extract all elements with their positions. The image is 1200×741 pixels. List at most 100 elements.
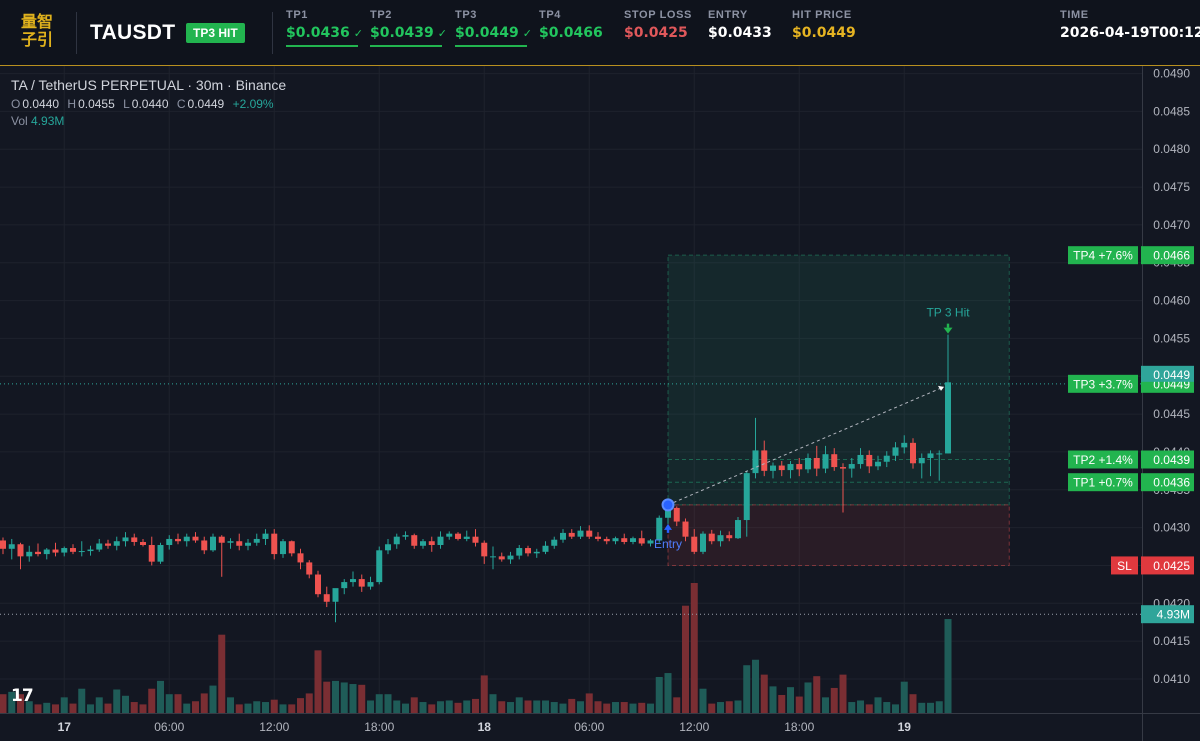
volume-bar xyxy=(515,697,523,713)
volume-bar xyxy=(533,700,541,713)
candle-body xyxy=(332,588,339,602)
tp4-tag xyxy=(1068,246,1138,265)
ohlc-high-value: 0.0455 xyxy=(78,97,115,111)
volume-bar xyxy=(148,688,156,713)
volume-bar xyxy=(314,650,322,713)
candle-body xyxy=(78,551,85,553)
candle-body xyxy=(61,548,68,553)
stop-loss-label: STOP LOSS xyxy=(624,9,692,21)
tp2-label: TP2 xyxy=(370,9,392,21)
candle-body xyxy=(630,538,636,542)
candle-body xyxy=(691,536,698,552)
volume-bar xyxy=(270,699,278,713)
volume-bar xyxy=(603,703,611,713)
volume-bar xyxy=(752,659,759,713)
candle-body xyxy=(157,545,164,562)
volume-bar xyxy=(795,696,803,713)
volume-bar xyxy=(227,697,234,713)
brand-logo[interactable]: 量智 子引 xyxy=(16,10,58,52)
check-icon: ✓ xyxy=(437,27,447,40)
price-tick-label: 0.0490 xyxy=(1153,67,1190,81)
candle-body xyxy=(262,533,269,539)
hit-price-label: HIT PRICE xyxy=(792,9,852,21)
tradingview-logo[interactable]: 17 xyxy=(11,686,34,706)
candle-body xyxy=(603,538,610,542)
volume-bar xyxy=(463,700,471,713)
entry-label: Entry xyxy=(654,537,682,551)
last-price-tag xyxy=(1141,365,1194,382)
candle-body xyxy=(367,582,374,587)
ohlc-low-key: L xyxy=(123,97,130,111)
tp1-hit-underline xyxy=(286,45,358,47)
volume-bar xyxy=(332,680,339,713)
header-divider xyxy=(272,12,273,54)
volume-bar xyxy=(262,702,269,713)
candle-body xyxy=(105,543,111,546)
volume-bar xyxy=(454,702,462,713)
candle-body xyxy=(796,464,803,470)
candle-body xyxy=(315,574,321,595)
volume-bar xyxy=(830,687,838,713)
entry-value: $0.0433 xyxy=(708,25,772,41)
volume-bar xyxy=(375,694,383,713)
candle-body xyxy=(542,545,549,552)
price-chart[interactable]: Entry TP 3 Hit 0.0490 0.0485 0.0480 0.0475 0.0… xyxy=(0,66,1200,741)
candle-body xyxy=(350,579,356,583)
candle-body xyxy=(848,464,855,469)
candle-body xyxy=(708,533,715,542)
volume-bar xyxy=(769,686,777,713)
candle-body xyxy=(35,551,41,555)
volume-bar xyxy=(43,702,51,713)
time-tick-label: 06:00 xyxy=(154,720,184,734)
time-label: TIME xyxy=(1060,9,1089,21)
volume-bar xyxy=(699,688,707,713)
candle-body xyxy=(446,533,453,537)
volume-bar xyxy=(585,693,593,713)
volume-bar xyxy=(34,704,42,713)
volume-bar xyxy=(209,685,217,713)
volume-bar xyxy=(848,702,856,713)
candle-body xyxy=(253,538,260,543)
tp-hit-arrow-stem xyxy=(946,323,950,328)
candle-body xyxy=(43,549,50,555)
volume-bar xyxy=(52,704,59,713)
candle-body xyxy=(840,467,846,469)
volume-key: Vol xyxy=(11,114,28,128)
legend-ohlc: O 0.0440 H 0.0455 L 0.0440 C 0.0449 +2.09% xyxy=(11,97,286,111)
volume-bar xyxy=(708,703,716,713)
candle-body xyxy=(472,536,479,543)
volume-bar xyxy=(200,693,208,713)
time-tick-label: 18:00 xyxy=(364,720,394,734)
volume-bar xyxy=(253,701,261,713)
chart-canvas[interactable]: Entry TP 3 Hit 0.0490 0.0485 0.0480 0.0475 0.0… xyxy=(0,66,1200,741)
volume-bar xyxy=(279,704,287,713)
signal-time: TIME 2026-04-19T00:12 xyxy=(1060,9,1200,41)
candle-body xyxy=(122,537,129,542)
tp-hit-label: TP 3 Hit xyxy=(926,306,970,320)
entry-arrow-icon xyxy=(664,523,672,530)
logo-line-1: 量智 xyxy=(20,12,53,31)
volume-bar xyxy=(935,701,943,713)
tp-hit-arrow-icon xyxy=(943,327,953,334)
volume-bar xyxy=(717,702,724,713)
volume-bar xyxy=(874,697,882,713)
volume-bar xyxy=(568,698,576,713)
header-divider xyxy=(76,12,77,54)
candle-body xyxy=(673,507,680,522)
entry-label: ENTRY xyxy=(708,9,748,21)
candle-body xyxy=(183,536,190,542)
volume-bar xyxy=(183,703,191,713)
volume-bar xyxy=(78,688,86,713)
hit-price-value: $0.0449 xyxy=(792,25,856,41)
volume-bar xyxy=(95,697,103,713)
ohlc-low-value: 0.0440 xyxy=(131,97,169,111)
candle-body xyxy=(306,562,313,575)
volume-bar xyxy=(113,689,121,713)
symbol-title[interactable]: TAUSDT xyxy=(90,21,176,44)
candle-body xyxy=(551,539,558,546)
ohlc-close-value: 0.0449 xyxy=(187,97,225,111)
volume-bar xyxy=(865,704,873,713)
volume-bar xyxy=(17,694,24,713)
sl-tag xyxy=(1111,556,1138,575)
candle-body xyxy=(411,535,418,546)
